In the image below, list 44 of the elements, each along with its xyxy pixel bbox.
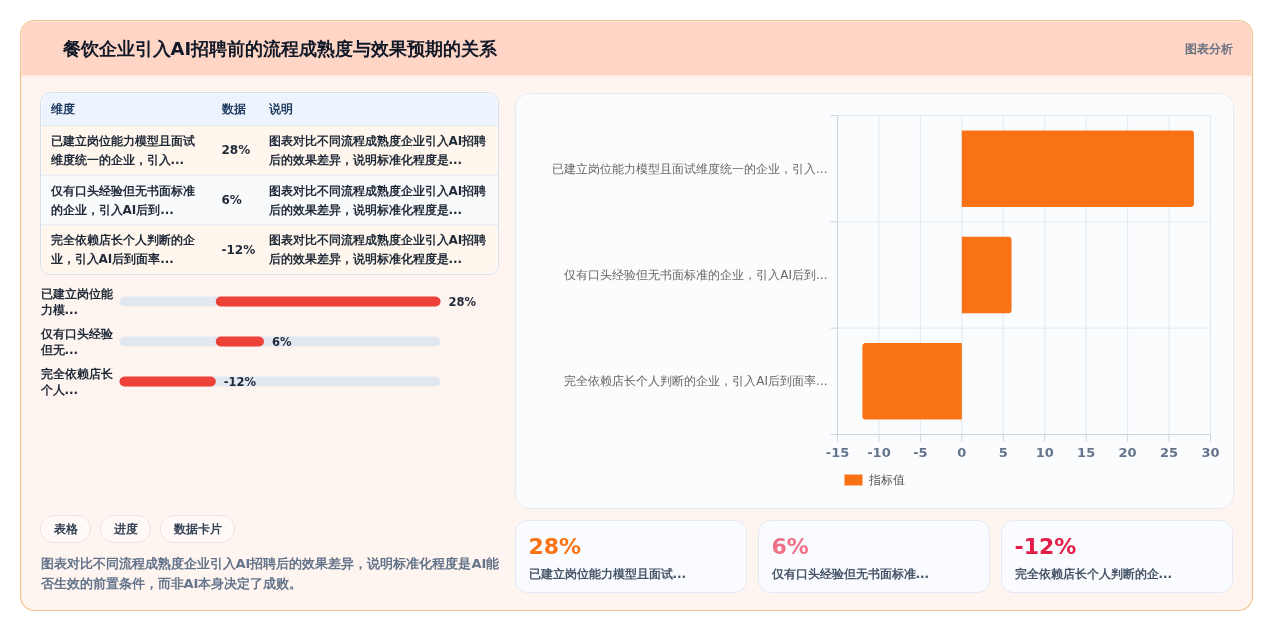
bar bbox=[862, 343, 962, 420]
bar bbox=[961, 130, 1194, 207]
x-tick-label: 20 bbox=[1118, 445, 1137, 460]
y-tick-label: 已建立岗位能力模... bbox=[39, 286, 114, 317]
data-label: 6% bbox=[271, 334, 292, 349]
y-tick-label: 完全依赖店长个人... bbox=[39, 366, 114, 397]
x-tick-label: 10 bbox=[1035, 445, 1054, 460]
x-tick-label: 25 bbox=[1160, 445, 1179, 460]
text: 维度 bbox=[49, 102, 75, 116]
text: -12% bbox=[221, 242, 256, 257]
legend-label: 指标值 bbox=[867, 473, 905, 487]
text: 图表对比不同流程成熟度企业引入AI招聘后的效果差异，说明标准化程度是... bbox=[267, 133, 487, 167]
x-tick-label: -10 bbox=[867, 445, 891, 460]
text: 6% bbox=[221, 193, 242, 207]
x-tick-label: 15 bbox=[1077, 445, 1096, 460]
text: 28% bbox=[221, 143, 251, 158]
text: -12% bbox=[1014, 534, 1077, 559]
text: 数据 bbox=[220, 102, 246, 116]
bar bbox=[961, 236, 1012, 314]
category-label: 完全依赖店长个人判断的企... bbox=[1014, 566, 1173, 581]
text: 图表对比不同流程成熟度企业引入AI招聘后的效果差异，说明标准化程度是... bbox=[267, 233, 487, 267]
text: 图表对比不同流程成熟度企业引入AI招聘后的效果差异，说明标准化程度是... bbox=[267, 183, 487, 217]
y-tick-label: 已建立岗位能力模型且面试维度统一的企业，引入... bbox=[552, 161, 828, 176]
y-tick-label: 完全依赖店长个人判断的企业，引入AI后到面率... bbox=[564, 374, 828, 389]
text: 说明 bbox=[267, 102, 293, 116]
text: 表格 bbox=[52, 522, 79, 536]
y-tick-label: 仅有口头经验但无书面标准的企业，引入AI后到... bbox=[564, 268, 828, 282]
category-label: 已建立岗位能力模型且面试... bbox=[528, 566, 687, 581]
text: 数据卡片 bbox=[172, 522, 222, 536]
x-tick-label: -5 bbox=[913, 445, 928, 460]
data-label: 28% bbox=[448, 294, 477, 309]
x-tick-label: 0 bbox=[957, 445, 967, 460]
x-tick-label: -15 bbox=[825, 445, 850, 460]
data-label: -12% bbox=[223, 374, 257, 389]
x-tick-label: 5 bbox=[998, 445, 1008, 460]
text: 28% bbox=[528, 534, 582, 559]
text: 图表对比不同流程成熟度企业引入AI招聘后的效果差异，说明标准化程度是AI能否生效的前置条件，而非AI本身决定了成败。 bbox=[39, 556, 501, 591]
x-tick-label: 30 bbox=[1201, 445, 1220, 460]
text: 6% bbox=[771, 534, 809, 559]
text: 餐饮企业引入AI招聘前的流程成熟度与效果预期的关系 bbox=[61, 38, 499, 59]
category-label: 仅有口头经验但无书面标准... bbox=[770, 566, 930, 581]
text: 进度 bbox=[112, 522, 138, 536]
y-tick-label: 仅有口头经验但无... bbox=[39, 326, 114, 357]
text: 图表分析 bbox=[1184, 41, 1233, 56]
